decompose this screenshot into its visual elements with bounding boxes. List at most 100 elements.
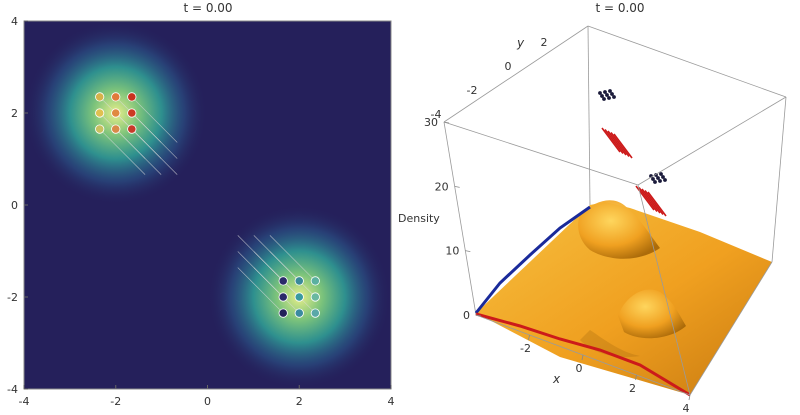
particle-dot [294, 292, 304, 302]
x-tick-mark [581, 354, 584, 361]
x-tick-label: 2 [296, 395, 303, 408]
heatmap-panel: t = 0.00 -4 -2 0 2 4 -4 -2 0 2 4 [7, 1, 394, 408]
heatmap-axis-ticks: -4 -2 0 2 4 -4 -2 0 2 4 [7, 15, 394, 408]
surface-particle-dot [661, 175, 665, 179]
surface-particle-dot [607, 96, 611, 100]
z-tick-mark [475, 314, 482, 317]
x-tick-label: -2 [110, 395, 121, 408]
x-tick-label: -4 [19, 395, 30, 408]
surface-particle-line [607, 130, 627, 156]
y-tick-label: -2 [7, 291, 18, 304]
surface-particle-dot [603, 90, 607, 94]
surface-particle-line [610, 132, 630, 157]
surface-particle-dot [653, 180, 657, 184]
z-tick-label: 10 [445, 245, 459, 258]
surface-bump-front [618, 289, 686, 339]
y-tick-label: 2 [11, 107, 18, 120]
particle-dot [111, 92, 121, 102]
surface-particle-dot [658, 179, 662, 183]
surface-particle-line [644, 190, 664, 215]
x-tick-label: 4 [683, 402, 690, 415]
particle-dot [278, 308, 288, 318]
x-tick-mark [528, 334, 530, 341]
surface-particle-dot [600, 94, 604, 98]
z-tick-label: 30 [424, 116, 438, 129]
y-tick-label: -4 [7, 383, 18, 396]
particle-trail [131, 112, 178, 159]
surface-markers [598, 89, 667, 217]
z-tick-label: 20 [435, 180, 449, 193]
particle-trail [99, 128, 146, 175]
z-tick-mark [465, 250, 471, 253]
particle-trail [269, 251, 316, 298]
particle-trail [269, 235, 316, 282]
surface-particle-line [601, 127, 621, 153]
surface-edge-y [474, 205, 591, 314]
particle-trail [253, 267, 300, 314]
surface-particle-dot [659, 172, 663, 176]
particle-trail [237, 267, 284, 314]
particle-dot [294, 308, 304, 318]
surface-sheet [476, 202, 772, 395]
particle-trail [131, 96, 178, 143]
surface-particle-line [638, 187, 658, 212]
x-tick-label: 0 [204, 395, 211, 408]
surface-particle-dot [656, 176, 660, 180]
surface-particle-dot [605, 93, 609, 97]
particle-dot [111, 108, 121, 118]
particle-dot [127, 124, 137, 134]
z-axis-label: Density [398, 212, 440, 225]
y-tick-label: -2 [467, 84, 478, 97]
surface-particle-dot [608, 89, 612, 93]
x-tick-label: 4 [388, 395, 395, 408]
surface-particle-dot [651, 177, 655, 181]
surface-edge-x [475, 312, 691, 397]
surface-particle-line [604, 129, 624, 154]
particle-trail [115, 128, 162, 175]
particle-dot [310, 308, 320, 318]
particle-trail [269, 267, 316, 314]
surface-title: t = 0.00 [595, 1, 644, 15]
y-tick-label: -4 [431, 108, 442, 121]
z-tick-mark [443, 121, 450, 124]
particle-dot [294, 276, 304, 286]
x-tick-mark [635, 374, 637, 381]
particle-markers [95, 92, 320, 318]
x-tick-label: 2 [629, 382, 636, 395]
y-tick-label: 2 [541, 36, 548, 49]
y-tick-label: 0 [505, 60, 512, 73]
z-tick-mark [454, 185, 460, 188]
particle-dot [127, 108, 137, 118]
particle-dot [95, 92, 105, 102]
particle-trail [131, 128, 178, 175]
particle-dot [95, 108, 105, 118]
particle-dot [310, 276, 320, 286]
z-tick-label: 0 [463, 309, 470, 322]
surface-box-back [443, 25, 787, 316]
surface-particle-dot [612, 95, 616, 99]
x-axis-label: x [552, 372, 561, 386]
particle-dot [95, 124, 105, 134]
surface-particle-dot [602, 97, 606, 101]
particle-dot [278, 276, 288, 286]
surface-particle-line [613, 133, 633, 159]
y-tick-label: 0 [11, 199, 18, 212]
surface-particle-dot [663, 178, 667, 182]
y-axis-label: y [516, 36, 525, 50]
particle-dot [278, 292, 288, 302]
surface-particle-line [647, 191, 667, 217]
surface-particle-dot [598, 91, 602, 95]
density-surface [474, 200, 772, 397]
x-tick-mark [688, 394, 691, 401]
y-tick-label: 4 [11, 15, 18, 28]
surface-bump-back [578, 200, 660, 259]
surface-box-front [443, 96, 787, 396]
particle-dot [111, 124, 121, 134]
x-tick-label: -2 [520, 342, 531, 355]
surface-panel: t = 0.00 Density [398, 1, 787, 415]
particle-trails [99, 96, 316, 314]
surface-axis-ticks: 0 10 20 30-4 -2 0 2 -2 0 2 4 [424, 36, 691, 415]
surface-particle-line [641, 188, 661, 214]
heatmap-title: t = 0.00 [183, 1, 232, 15]
